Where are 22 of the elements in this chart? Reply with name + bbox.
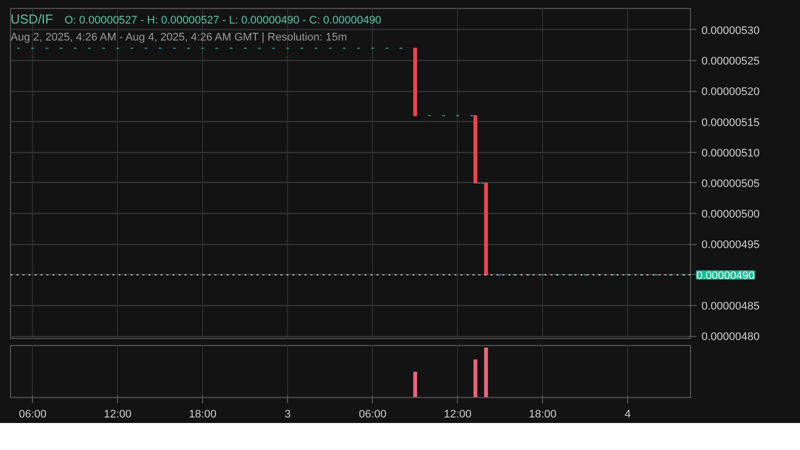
- y-tick-label: 0.00000520: [702, 86, 760, 98]
- y-tick-label: 0.00000505: [702, 178, 760, 190]
- x-tick-label: 12:00: [104, 408, 132, 420]
- x-tick-label: 4: [624, 408, 631, 420]
- y-tick-label: 0.00000515: [702, 116, 760, 129]
- annotation: Aug 2, 2025, 4:26 AM - Aug 4, 2025, 4:26 AM GMT | Resolution: 15m: [10, 32, 348, 44]
- y-tick-label: 0.00000525: [702, 56, 760, 68]
- x-tick-label: 06:00: [358, 408, 386, 420]
- y-tick-label: 0.00000485: [702, 300, 760, 312]
- x-tick-label: 18:00: [528, 408, 556, 420]
- x-tick-label: 3: [284, 408, 291, 420]
- y-tick-label: 0.00000495: [702, 239, 760, 252]
- y-tick-label: 0.00000530: [702, 24, 760, 37]
- y-tick-label: 0.00000510: [702, 147, 760, 160]
- chart-title: USD/IF: [10, 12, 54, 26]
- x-tick-label: 12:00: [444, 408, 472, 420]
- y-tick-label: 0.00000480: [702, 331, 760, 344]
- ref-line-label: 0.00000490: [696, 270, 755, 282]
- annotation: O: 0.00000527 - H: 0.00000527 - L: 0.00000490 - C: 0.00000490: [64, 14, 382, 26]
- x-tick-label: 06:00: [18, 408, 46, 420]
- y-tick-label: 0.00000500: [702, 208, 760, 221]
- x-tick-label: 18:00: [188, 408, 216, 420]
